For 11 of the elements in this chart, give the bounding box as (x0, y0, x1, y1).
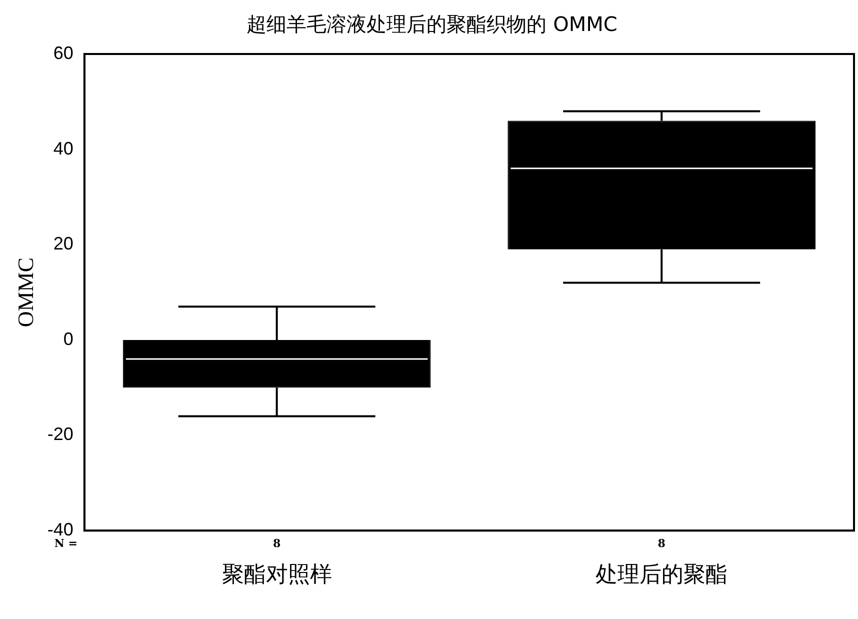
text: 8 (658, 536, 666, 550)
chart-title: 超细羊毛溶液处理后的聚酯织物的 OMMC (246, 12, 618, 36)
y-tick-label: 0 (63, 328, 74, 349)
x-tick-label: 处理后的聚酯 (596, 562, 728, 588)
y-tick-label: -20 (47, 424, 74, 444)
y-tick-label: 40 (53, 138, 74, 158)
y-axis-title: OMMC (12, 257, 38, 328)
y-tick-label: 60 (53, 42, 74, 63)
x-tick-label: 聚酯对照样 (222, 562, 332, 588)
y-tick-label: 20 (53, 234, 74, 254)
text: 8 (272, 536, 281, 550)
